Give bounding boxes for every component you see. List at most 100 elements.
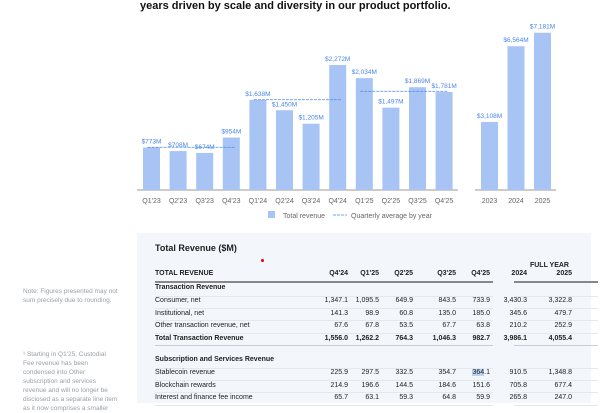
row-divider [155, 379, 493, 381]
cell-value: 297.5 [361, 369, 379, 376]
x-tick-label: Q3'25 [408, 198, 427, 205]
column-header: Q1'25 [360, 270, 379, 277]
x-tick-label: Q3'24 [302, 198, 321, 205]
bar-label: $773M [142, 138, 162, 145]
legend-total-revenue: Total revenue [283, 213, 325, 220]
x-tick-label: Q1'24 [249, 198, 268, 205]
row-divider [514, 332, 598, 334]
cell-value: 210.2 [509, 322, 527, 329]
cell-value: 247.0 [554, 394, 572, 401]
cell-value: 1,348.8 [548, 369, 572, 376]
annual-bar-2023 [481, 121, 498, 190]
x-tick-label: Q1'25 [355, 198, 374, 205]
cell-value: 354.7 [438, 369, 456, 376]
text-selection: 364 [472, 369, 485, 376]
row-divider [155, 345, 493, 346]
cell-value: 910.5 [509, 369, 527, 376]
x-tick-label: Q4'24 [328, 198, 347, 205]
row-divider [155, 307, 493, 309]
cell-value: 4,055.4 [548, 334, 572, 342]
column-header-label: TOTAL REVENUE [155, 270, 214, 277]
cell-value: 649.9 [395, 297, 413, 304]
cell-value: 151.6 [472, 381, 490, 389]
row-divider [155, 296, 493, 297]
bar-label: $708M [168, 142, 188, 149]
section-header: Transaction Revenue [155, 284, 226, 291]
annual-bar-label: $7,181M [530, 24, 555, 31]
bar-label: $2,272M [325, 56, 350, 63]
cell-value: 1,046.3 [432, 334, 456, 342]
cell-value: 144.5 [395, 381, 413, 389]
bar-Q4'24 [329, 65, 347, 190]
cell-value: 843.5 [438, 297, 456, 304]
revenue-chart: $773MQ1'23$708MQ2'23$674MQ3'23$954MQ4'23… [137, 24, 556, 220]
cell-value: 3,322.8 [548, 297, 572, 304]
row-divider [514, 404, 598, 406]
x-tick-label: Q1'23 [142, 198, 161, 205]
cell-value: 67.7 [442, 322, 456, 329]
column-header: Q4'25 [471, 270, 490, 277]
cell-value: 60.8 [399, 309, 413, 317]
annual-bar-label: $3,108M [477, 113, 502, 120]
bar-Q3'24 [302, 123, 320, 190]
bar-Q4'23 [222, 137, 240, 190]
row-divider [155, 368, 493, 369]
cell-value: 53.5 [399, 322, 413, 329]
row-divider [514, 392, 598, 393]
legend-swatch-total-revenue [268, 211, 275, 218]
cell-value: 59.9 [476, 394, 490, 401]
cell-value: 733.9 [472, 297, 490, 304]
row-divider [155, 392, 493, 393]
column-header: Q4'24 [329, 270, 348, 277]
bar-Q3'23 [196, 152, 214, 190]
cell-value: 265.8 [509, 394, 527, 401]
full-year-header: FULL YEAR [529, 262, 569, 269]
cell-value: 141.3 [330, 309, 348, 317]
cell-value: 705.8 [509, 381, 527, 389]
cell-value: 184.6 [438, 381, 456, 389]
annual-x-tick-label: 2025 [535, 198, 551, 205]
column-header: 2024 [511, 270, 527, 277]
x-tick-label: Q3'23 [195, 198, 214, 205]
x-tick-label: Q2'24 [275, 198, 294, 205]
annual-x-tick-label: 2023 [482, 198, 498, 205]
cell-value: 65.7 [334, 394, 348, 401]
bar-label: $1,497M [378, 99, 403, 106]
cell-value: 214.9 [330, 381, 348, 389]
x-tick-label: Q4'23 [222, 198, 241, 205]
row-divider [155, 404, 493, 406]
bar-label: $954M [221, 129, 241, 136]
row-label: Stablecoin revenue [155, 369, 215, 376]
cell-value: 1,095.5 [355, 297, 379, 304]
cell-value: 252.9 [554, 322, 572, 329]
cell-value: 1,262.2 [355, 334, 379, 342]
row-divider [514, 345, 598, 346]
x-tick-label: Q4'25 [435, 198, 454, 205]
row-divider [514, 379, 598, 381]
cell-value: 67.8 [365, 322, 379, 329]
cell-value: 63.1 [365, 394, 379, 401]
row-divider [514, 320, 598, 321]
cell-value: 677.4 [554, 381, 572, 389]
cell-value: 332.5 [395, 369, 413, 376]
bar-Q1'24 [249, 99, 267, 190]
x-tick-label: Q2'25 [382, 198, 401, 205]
bar-label: $1,638M [245, 91, 270, 98]
legend-quarterly-average: Quarterly average by year [351, 213, 433, 220]
bar-label: $1,869M [405, 78, 430, 85]
column-header: Q2'25 [394, 270, 413, 277]
row-divider [514, 281, 598, 283]
footnote: ¹ Starting in Q1'25, Custodial Fee reven… [23, 351, 118, 412]
row-divider [155, 332, 493, 334]
row-label: Interest and finance fee income [155, 394, 253, 401]
bar-label: $2,034M [352, 69, 377, 76]
cell-value: 225.9 [330, 369, 348, 376]
cell-value: 345.6 [509, 309, 527, 317]
cell-value: 479.7 [554, 309, 572, 317]
column-header: Q3'25 [437, 270, 456, 277]
cell-value: 1,347.1 [324, 297, 348, 304]
row-divider [155, 281, 493, 283]
row-divider [514, 296, 598, 297]
cell-value: 982.7 [472, 334, 490, 342]
x-tick-label: Q2'23 [169, 198, 188, 205]
